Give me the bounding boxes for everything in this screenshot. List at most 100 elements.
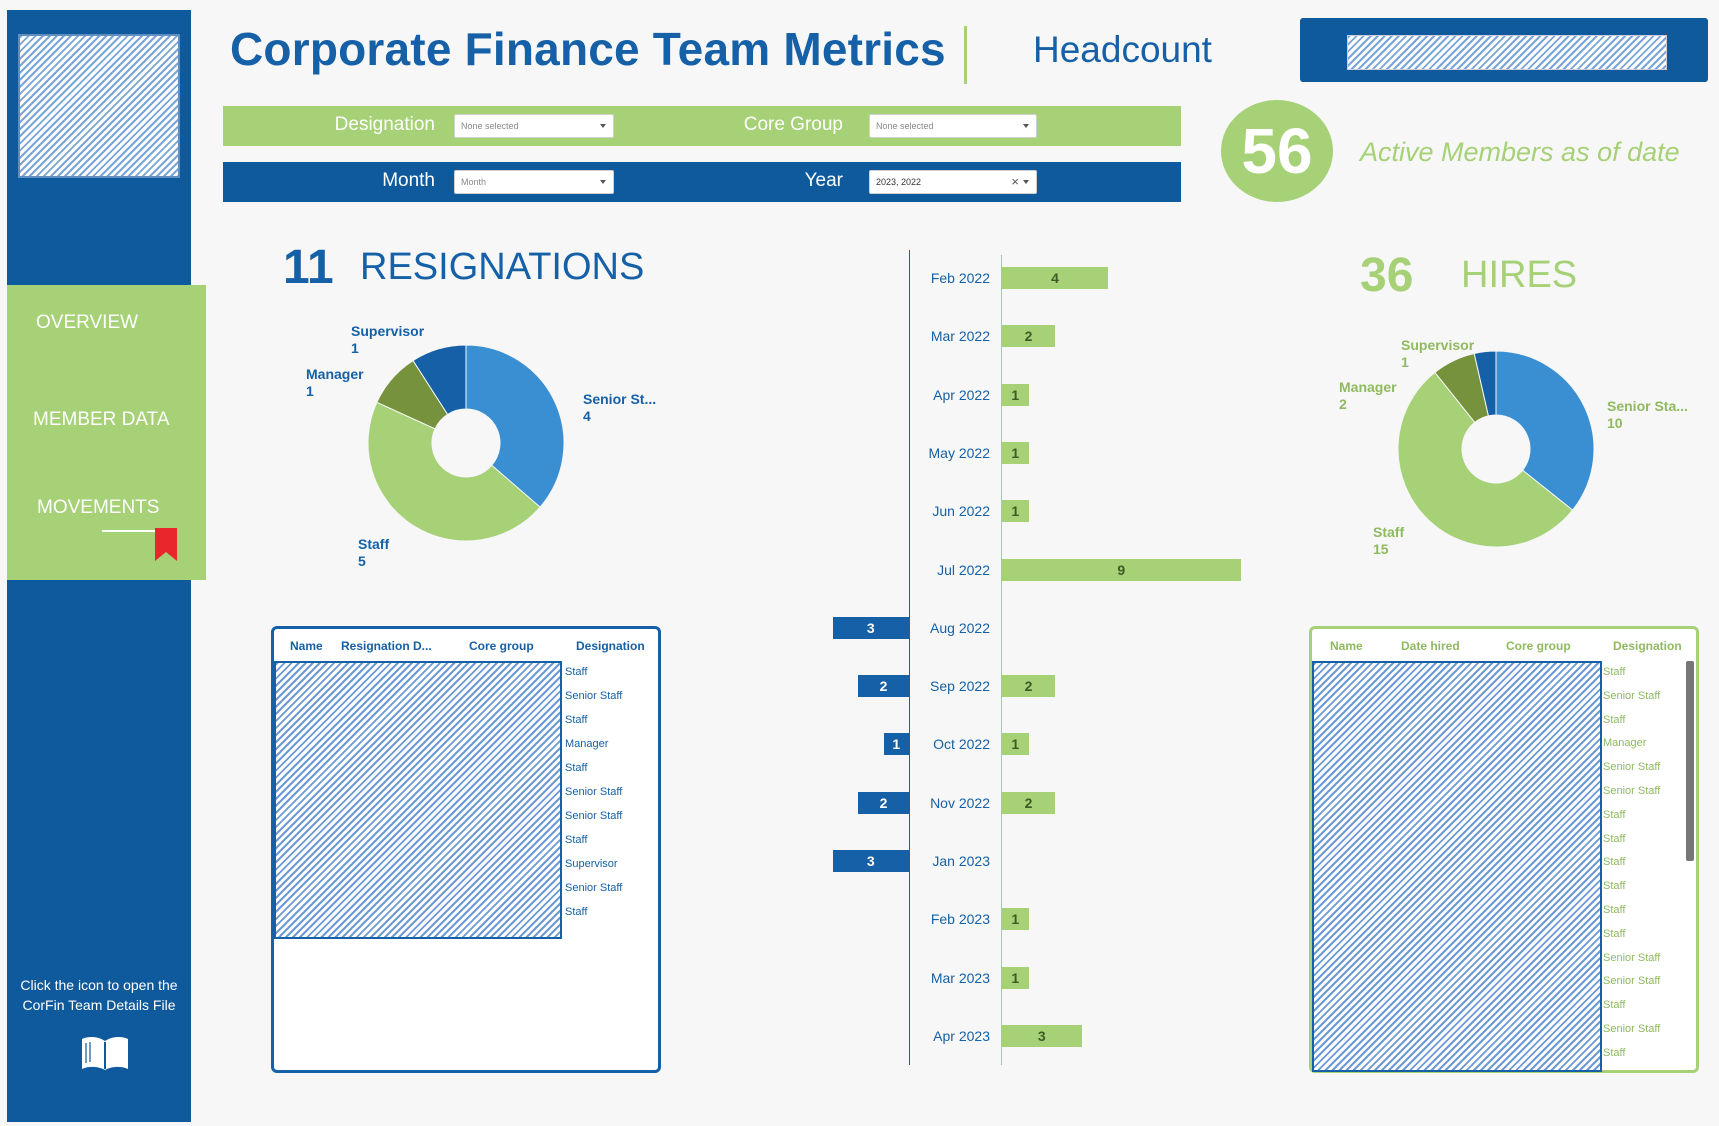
core-group-select[interactable]: None selected <box>869 114 1037 138</box>
chart-category-label: Aug 2022 <box>930 619 990 636</box>
table-row: Staff <box>565 834 588 846</box>
table-row: Staff <box>1603 713 1626 726</box>
chart-row: Apr 2023 3 <box>0 1024 1719 1047</box>
month-select[interactable]: Month <box>454 170 614 194</box>
chart-row: Feb 2022 4 <box>0 267 1719 289</box>
timeline-axis-left <box>909 250 910 1065</box>
resignations-bar: 2 <box>858 675 909 698</box>
chart-row: Jan 2023 3 <box>0 850 1719 872</box>
table-row: Manager <box>1603 737 1647 750</box>
table-row: Senior Staff <box>1603 975 1661 988</box>
month-label: Month <box>382 170 435 191</box>
res-donut-slice-supervisor[interactable] <box>412 344 467 416</box>
core-group-select-value: None selected <box>876 121 934 131</box>
table-row: Senior Staff <box>1603 1022 1661 1035</box>
res-donut-slice-staff[interactable] <box>367 401 541 542</box>
res-table-redacted <box>274 661 562 939</box>
chevron-down-icon <box>1023 180 1029 184</box>
sidebar-caption: Click the icon to open the CorFin Team D… <box>20 977 178 1013</box>
chevron-down-icon <box>1023 124 1029 128</box>
chart-category-label: Feb 2022 <box>930 270 990 286</box>
table-row: Manager <box>565 738 609 750</box>
hires-count: 36 <box>1360 249 1414 302</box>
table-row: Senior Staff <box>1603 951 1661 964</box>
hire-table-scrollbar[interactable] <box>1686 661 1694 861</box>
chevron-down-icon <box>600 124 606 128</box>
chart-row: May 2022 1 <box>0 441 1719 464</box>
chart-category-label: Mar 2023 <box>930 969 990 986</box>
hires-bar: 1 <box>1002 441 1029 464</box>
hires-bar: 1 <box>1002 383 1029 406</box>
clear-icon[interactable]: × <box>1011 174 1019 189</box>
chart-category-label: Nov 2022 <box>930 794 990 811</box>
hire-donut-slice-staff[interactable] <box>1397 371 1574 548</box>
page-subtitle: Headcount <box>1033 29 1212 70</box>
year-label: Year <box>804 170 843 191</box>
hire-donut-label-supervisor: Supervisor 1 <box>1401 337 1475 370</box>
resignations-bar: 2 <box>858 791 909 814</box>
hire-donut-slice-supervisor[interactable] <box>1473 350 1497 417</box>
hire-header-name[interactable]: Name <box>1330 639 1363 653</box>
table-row: Senior Staff <box>1603 689 1661 702</box>
hires-bar: 1 <box>1002 966 1029 989</box>
active-members-kpi: 56 <box>1221 100 1333 202</box>
table-row: Staff <box>565 714 588 726</box>
bookmark-icon <box>155 528 177 561</box>
hire-donut-slice-senior-sta[interactable] <box>1495 350 1595 511</box>
nav-item-movements[interactable]: MOVEMENTS <box>37 497 160 518</box>
res-header-name[interactable]: Name <box>290 639 323 653</box>
res-donut-slice-senior-st[interactable] <box>465 344 565 508</box>
table-row: Senior Staff <box>565 786 623 798</box>
chart-row: Mar 2022 2 <box>0 325 1719 348</box>
hire-donut-label-senior-staff: Senior Sta... 10 <box>1607 398 1688 431</box>
chart-row: Apr 2022 1 <box>0 383 1719 406</box>
table-row: Staff <box>1603 880 1626 893</box>
table-row: Staff <box>565 906 588 918</box>
table-row: Supervisor <box>565 858 618 870</box>
logo-placeholder <box>18 34 180 178</box>
hires-bar: 3 <box>1002 1024 1082 1047</box>
chart-category-label: May 2022 <box>928 444 990 461</box>
sidebar: OVERVIEW MEMBER DATA MOVEMENTS Click the… <box>7 10 206 1122</box>
hires-bar: 1 <box>1002 908 1029 931</box>
res-header-core-group[interactable]: Core group <box>469 639 534 653</box>
chart-row: Aug 2022 3 <box>0 616 1719 639</box>
table-row: Senior Staff <box>1603 784 1661 797</box>
table-row: Staff <box>1603 666 1626 678</box>
res-designation-list: Staff Senior Staff Staff Manager Staff Senior… <box>565 665 622 929</box>
hire-header-core-group[interactable]: Core group <box>1506 639 1571 653</box>
hires-bar: 9 <box>1002 558 1241 581</box>
chart-category-label: Mar 2022 <box>930 328 990 345</box>
nav-item-overview[interactable]: OVERVIEW <box>36 312 139 333</box>
nav-item-member-data[interactable]: MEMBER DATA <box>33 409 170 430</box>
year-select[interactable]: 2023, 2022 × <box>869 170 1037 194</box>
top-right-panel <box>1300 18 1708 82</box>
hire-header-date[interactable]: Date hired <box>1401 639 1460 653</box>
chart-row: Sep 2022 2 2 <box>0 675 1719 698</box>
hire-donut-label-manager: Manager 2 <box>1339 379 1397 412</box>
res-header-date[interactable]: Resignation D... <box>341 639 432 653</box>
designation-select[interactable]: None selected <box>454 114 614 138</box>
table-row: Staff <box>565 762 588 774</box>
chart-row: Jul 2022 9 <box>0 558 1719 581</box>
filter-bar-bottom: Month Month Year 2023, 2022 × <box>223 162 1181 202</box>
hires-bar: 2 <box>1002 675 1055 698</box>
table-row: Staff <box>1603 903 1626 916</box>
book-icon[interactable] <box>80 1035 130 1071</box>
hires-bar: 1 <box>1002 500 1029 523</box>
chart-row: Mar 2023 1 <box>0 966 1719 989</box>
page-title: Corporate Finance Team Metrics <box>230 23 946 75</box>
chart-category-label: Feb 2023 <box>930 911 990 928</box>
hire-header-designation[interactable]: Designation <box>1613 639 1682 653</box>
table-row: Senior Staff <box>565 810 623 822</box>
chart-category-label: Apr 2022 <box>933 386 990 403</box>
hires-title: HIRES <box>1461 254 1578 296</box>
chart-category-label: Oct 2022 <box>933 736 990 753</box>
res-header-designation[interactable]: Designation <box>576 639 645 653</box>
designation-label: Designation <box>334 114 435 135</box>
filter-bar-top: Designation None selected Core Group Non… <box>223 106 1181 146</box>
title-divider <box>964 26 967 84</box>
active-nav-underline <box>102 530 156 532</box>
table-row: Staff <box>1603 1046 1626 1059</box>
